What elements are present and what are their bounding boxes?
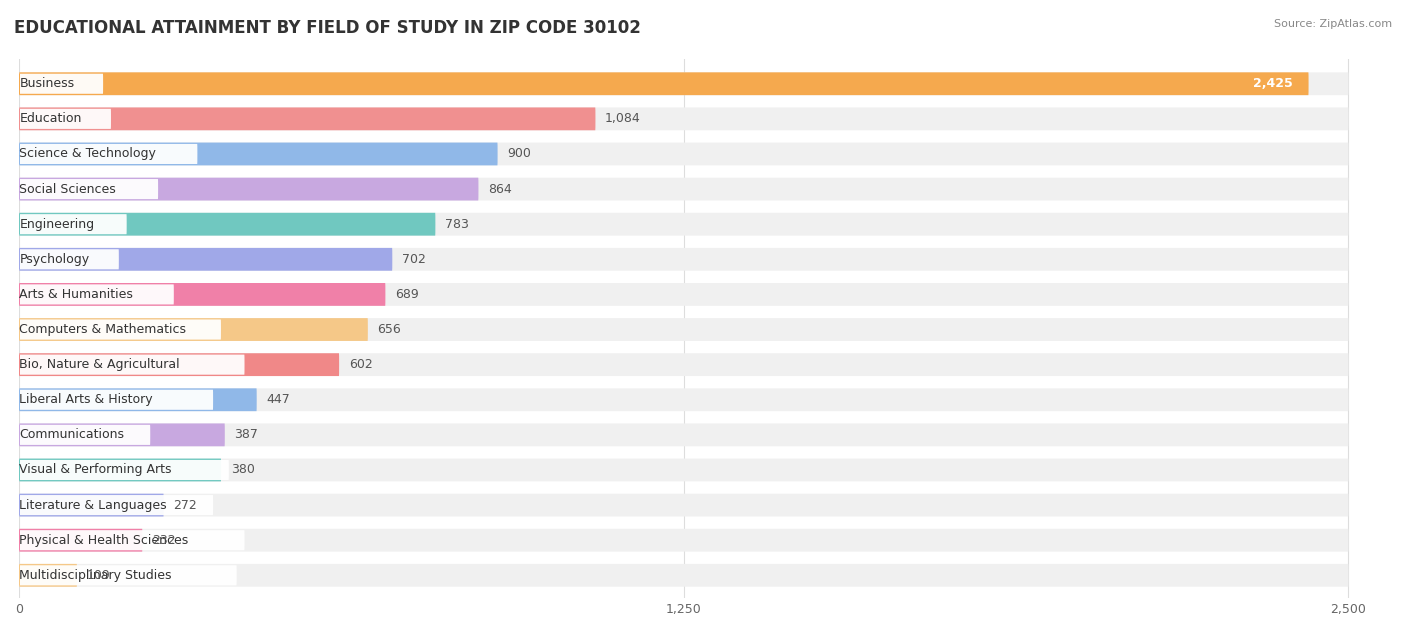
- FancyBboxPatch shape: [20, 107, 1348, 130]
- FancyBboxPatch shape: [20, 319, 221, 339]
- FancyBboxPatch shape: [20, 283, 385, 306]
- FancyBboxPatch shape: [20, 214, 127, 234]
- Text: 109: 109: [87, 569, 110, 582]
- FancyBboxPatch shape: [20, 73, 1348, 95]
- Text: 2,425: 2,425: [1253, 77, 1292, 90]
- FancyBboxPatch shape: [20, 353, 339, 376]
- FancyBboxPatch shape: [20, 565, 236, 586]
- FancyBboxPatch shape: [20, 493, 1348, 517]
- FancyBboxPatch shape: [20, 529, 142, 551]
- FancyBboxPatch shape: [20, 423, 1348, 446]
- FancyBboxPatch shape: [20, 249, 120, 269]
- Text: Communications: Communications: [20, 428, 124, 441]
- FancyBboxPatch shape: [20, 425, 150, 445]
- Text: 689: 689: [395, 288, 419, 301]
- Text: EDUCATIONAL ATTAINMENT BY FIELD OF STUDY IN ZIP CODE 30102: EDUCATIONAL ATTAINMENT BY FIELD OF STUDY…: [14, 19, 641, 37]
- FancyBboxPatch shape: [20, 564, 1348, 587]
- FancyBboxPatch shape: [20, 423, 225, 446]
- Text: Social Sciences: Social Sciences: [20, 182, 117, 196]
- FancyBboxPatch shape: [20, 493, 163, 517]
- Text: Liberal Arts & History: Liberal Arts & History: [20, 393, 153, 406]
- FancyBboxPatch shape: [20, 285, 174, 305]
- FancyBboxPatch shape: [20, 178, 1348, 201]
- Text: 656: 656: [377, 323, 401, 336]
- FancyBboxPatch shape: [20, 213, 436, 235]
- Text: Bio, Nature & Agricultural: Bio, Nature & Agricultural: [20, 358, 180, 371]
- Text: Computers & Mathematics: Computers & Mathematics: [20, 323, 187, 336]
- Text: 864: 864: [488, 182, 512, 196]
- Text: Business: Business: [20, 77, 75, 90]
- FancyBboxPatch shape: [20, 460, 229, 480]
- Text: Multidisciplinary Studies: Multidisciplinary Studies: [20, 569, 172, 582]
- Text: Education: Education: [20, 112, 82, 126]
- FancyBboxPatch shape: [20, 73, 1309, 95]
- FancyBboxPatch shape: [20, 248, 1348, 271]
- Text: Physical & Health Sciences: Physical & Health Sciences: [20, 534, 188, 546]
- Text: 602: 602: [349, 358, 373, 371]
- FancyBboxPatch shape: [20, 318, 368, 341]
- Text: Literature & Languages: Literature & Languages: [20, 498, 167, 512]
- FancyBboxPatch shape: [20, 109, 111, 129]
- Text: Engineering: Engineering: [20, 218, 94, 231]
- FancyBboxPatch shape: [20, 144, 197, 164]
- FancyBboxPatch shape: [20, 178, 478, 201]
- FancyBboxPatch shape: [20, 564, 77, 587]
- Text: Source: ZipAtlas.com: Source: ZipAtlas.com: [1274, 19, 1392, 29]
- FancyBboxPatch shape: [20, 248, 392, 271]
- FancyBboxPatch shape: [20, 107, 596, 130]
- FancyBboxPatch shape: [20, 355, 245, 375]
- Text: 1,084: 1,084: [605, 112, 641, 126]
- FancyBboxPatch shape: [20, 459, 221, 481]
- Text: 702: 702: [402, 253, 426, 266]
- FancyBboxPatch shape: [20, 388, 1348, 411]
- FancyBboxPatch shape: [20, 353, 1348, 376]
- FancyBboxPatch shape: [20, 283, 1348, 306]
- FancyBboxPatch shape: [20, 530, 245, 550]
- Text: Arts & Humanities: Arts & Humanities: [20, 288, 134, 301]
- FancyBboxPatch shape: [20, 495, 214, 515]
- Text: 387: 387: [235, 428, 259, 441]
- Text: 783: 783: [444, 218, 468, 231]
- FancyBboxPatch shape: [20, 143, 498, 165]
- FancyBboxPatch shape: [20, 74, 103, 94]
- Text: 900: 900: [508, 148, 531, 160]
- FancyBboxPatch shape: [20, 143, 1348, 165]
- FancyBboxPatch shape: [20, 388, 257, 411]
- FancyBboxPatch shape: [20, 318, 1348, 341]
- Text: Visual & Performing Arts: Visual & Performing Arts: [20, 464, 172, 476]
- Text: Psychology: Psychology: [20, 253, 90, 266]
- FancyBboxPatch shape: [20, 459, 1348, 481]
- Text: 447: 447: [266, 393, 290, 406]
- FancyBboxPatch shape: [20, 529, 1348, 551]
- FancyBboxPatch shape: [20, 213, 1348, 235]
- FancyBboxPatch shape: [20, 390, 214, 410]
- FancyBboxPatch shape: [20, 179, 157, 199]
- Text: Science & Technology: Science & Technology: [20, 148, 156, 160]
- Text: 272: 272: [173, 498, 197, 512]
- Text: 232: 232: [152, 534, 176, 546]
- Text: 380: 380: [231, 464, 254, 476]
